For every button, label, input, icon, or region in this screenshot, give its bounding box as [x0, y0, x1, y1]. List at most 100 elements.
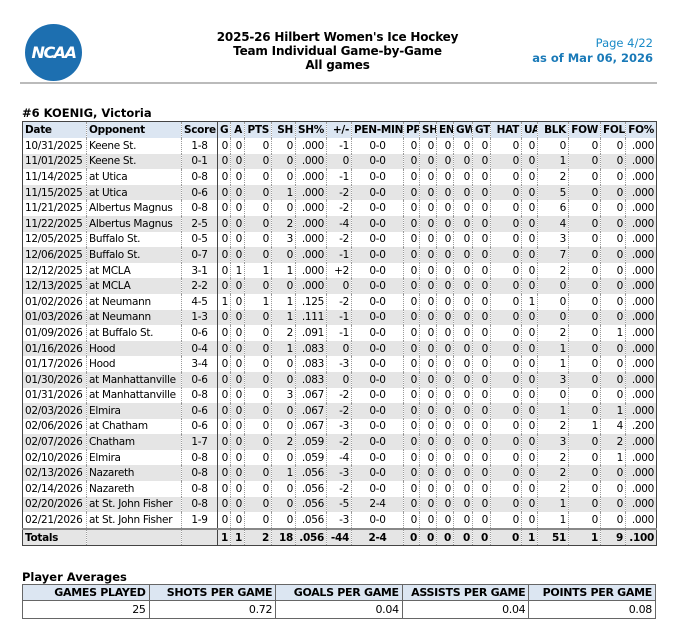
cell: 0 [600, 278, 626, 294]
cell: 0 [271, 278, 296, 294]
averages-column-header: ASSISTS PER GAME [401, 584, 530, 601]
cell: 0 [600, 184, 626, 201]
cell: 0 [490, 449, 522, 466]
cell: 0 [568, 262, 601, 279]
cell: 0 [326, 153, 352, 170]
cell: 0 [403, 418, 420, 435]
cell: 0 [490, 418, 522, 435]
cell: 0 [568, 169, 601, 185]
cell: 0 [403, 403, 420, 419]
cell: 0 [490, 184, 522, 201]
averages-column-header: POINTS PER GAME [528, 584, 656, 601]
cell: 0 [568, 231, 601, 248]
cell: 0 [244, 247, 272, 263]
cell: 0 [568, 512, 601, 529]
cell: 1-3 [181, 309, 218, 326]
cell: 0 [472, 387, 491, 404]
player-name: #6 KOENIG, Victoria [22, 106, 152, 120]
cell: 2 [537, 465, 569, 482]
cell: 0 [453, 169, 473, 185]
cell: 11/21/2025 [22, 200, 87, 216]
total-cell: 18 [271, 527, 296, 546]
cell: 0 [244, 215, 272, 232]
cell: .000 [625, 215, 657, 232]
subtitle: Team Individual Game-by-Game [233, 44, 442, 58]
cell: 0 [403, 184, 420, 201]
cell: 0 [419, 356, 437, 372]
cell: 3 [271, 231, 296, 248]
cell: 01/31/2026 [22, 387, 87, 404]
cell: 0 [419, 496, 437, 513]
cell: 0 [436, 371, 454, 388]
totals-row: Totals 1 1 2 18.056 -44 2-4 0 0 0 0 0 0 1 51 1 9.100 [22, 527, 657, 546]
cell: .000 [625, 465, 657, 482]
cell: 0 [472, 200, 491, 216]
cell: 0 [326, 340, 352, 357]
cell: 0 [490, 309, 522, 326]
cell: .083 [295, 340, 327, 357]
cell: 1 [600, 403, 626, 419]
cell: 0-0 [351, 278, 404, 294]
cell: .000 [625, 371, 657, 388]
cell: 0 [490, 169, 522, 185]
cell: 0 [568, 293, 601, 310]
cell: 0 [453, 481, 473, 497]
cell: 01/30/2026 [22, 371, 87, 388]
cell: 0 [403, 138, 420, 154]
player-averages-table: GAMES PLAYED SHOTS PER GAME GOALS PER GAME… [22, 584, 656, 619]
cell: -1 [326, 138, 352, 154]
averages-value: 25 [22, 600, 150, 619]
total-cell: 1 [217, 527, 231, 546]
table-row: 02/10/2026 Elmira 0-8 0 0 0 0.059 -4 0-0 0 0 0 0 0 0 0 2… [22, 449, 657, 466]
cell: 0 [453, 325, 473, 341]
table-header: Date Opponent Score G A PTS SH SH% +/- PEN-MIN PP S… [22, 121, 657, 138]
averages-value: 0.04 [275, 600, 403, 619]
cell: 0 [403, 215, 420, 232]
cell: 0 [230, 403, 245, 419]
cell: 1 [230, 262, 245, 279]
column-header: HAT [490, 121, 522, 138]
cell: 0 [244, 387, 272, 404]
cell: Elmira [86, 449, 182, 466]
column-header: Date [22, 121, 87, 138]
cell: 0 [403, 340, 420, 357]
cell: 0 [419, 138, 437, 154]
cell: 1 [271, 184, 296, 201]
cell: 0-0 [351, 325, 404, 341]
cell: 0-0 [351, 403, 404, 419]
cell: 01/09/2026 [22, 325, 87, 341]
cell: .000 [625, 496, 657, 513]
cell: .000 [625, 200, 657, 216]
cell: 0 [271, 138, 296, 154]
cell: .067 [295, 387, 327, 404]
cell: 0 [230, 231, 245, 248]
cell: 0 [217, 278, 231, 294]
cell: 0 [326, 278, 352, 294]
cell: 2-4 [351, 496, 404, 513]
column-header: SH [271, 121, 296, 138]
cell: 0 [436, 169, 454, 185]
cell: 0-0 [351, 418, 404, 435]
column-header: PP [403, 121, 420, 138]
cell: .083 [295, 356, 327, 372]
cell: 0 [436, 293, 454, 310]
cell: .000 [625, 449, 657, 466]
cell: 2 [537, 325, 569, 341]
cell: 0 [217, 262, 231, 279]
cell: 0 [217, 247, 231, 263]
cell: .000 [295, 169, 327, 185]
cell: 0 [568, 465, 601, 482]
filter: All games [305, 58, 370, 72]
cell: 0 [453, 434, 473, 450]
total-cell [86, 527, 182, 546]
cell: Nazareth [86, 481, 182, 497]
cell: 0 [453, 340, 473, 357]
cell: Albertus Magnus [86, 215, 182, 232]
table-row: 01/31/2026 at Manhattanville 0-8 0 0 0 3.067 -2… [22, 387, 657, 404]
cell: 2-5 [181, 215, 218, 232]
column-header: A [230, 121, 245, 138]
cell: 1 [521, 293, 538, 310]
cell: 0 [403, 231, 420, 248]
cell: 0 [271, 496, 296, 513]
cell: 0 [600, 231, 626, 248]
